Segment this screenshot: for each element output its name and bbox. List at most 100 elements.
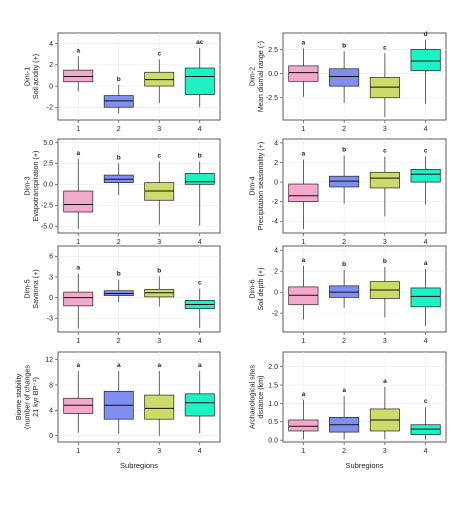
box-group-3: c — [144, 153, 175, 225]
box — [410, 424, 441, 436]
significance-letter: a — [76, 47, 80, 54]
significance-letter: b — [383, 258, 387, 265]
significance-letter: c — [157, 51, 161, 58]
x-tick-label: 3 — [157, 338, 161, 345]
x-tick-label: 3 — [157, 126, 161, 133]
x-tick-label: 2 — [117, 126, 121, 133]
box — [288, 286, 319, 306]
y-tick-label: 4 — [49, 408, 53, 415]
significance-letter: a — [302, 151, 306, 158]
x-tick-label: 3 — [157, 239, 161, 246]
panel-1: -2 0 2 4 1 2 3 4 a b c ac Dim-1 Soil acidity (+) — [23, 32, 221, 133]
box-group-3: a — [369, 378, 400, 440]
box-group-3: c — [369, 44, 400, 118]
panel-2: -2.5 0.0 2.5 1 2 3 4 a b c d Dim-2 Mean diurnal rang… — [248, 31, 447, 133]
box-group-1: a — [288, 151, 319, 230]
significance-letter: a — [76, 265, 80, 272]
significance-letter: c — [424, 398, 428, 405]
box-group-4: c — [184, 280, 215, 328]
panel-8: 0.0 0.5 1.0 1.5 2.0 1 2 3 4 a a a c Archaeological si… — [248, 351, 447, 470]
box — [410, 49, 441, 72]
x-tick-label: 2 — [117, 338, 121, 345]
significance-letter: a — [424, 260, 428, 267]
box-group-1: a — [63, 47, 94, 92]
x-tick-label: 4 — [198, 126, 202, 133]
y-tick-label: -4 — [272, 219, 278, 226]
y-tick-label: 0 — [49, 433, 53, 440]
x-tick-label: 4 — [424, 338, 428, 345]
box-group-4: ac — [184, 39, 215, 108]
significance-letter: c — [424, 148, 428, 155]
y-tick-label: -2 — [272, 311, 278, 318]
box-group-2: b — [329, 42, 360, 103]
x-tick-label: 2 — [117, 239, 121, 246]
x-tick-label: 2 — [342, 448, 346, 455]
box — [184, 393, 215, 417]
x-tick-label: 1 — [301, 126, 305, 133]
x-tick-label: 4 — [424, 239, 428, 246]
significance-letter: a — [76, 362, 80, 369]
y-axis-label: Savanna (+) — [31, 269, 40, 308]
box-group-2: b — [103, 76, 134, 114]
box-group-3: c — [144, 51, 175, 104]
x-tick-label: 1 — [301, 239, 305, 246]
y-tick-label: 2.0 — [268, 364, 278, 371]
box-group-4: c — [410, 148, 441, 205]
y-tick-label: 0.0 — [268, 438, 278, 445]
y-axis-label: Biome stability — [14, 373, 23, 420]
y-tick-label: 0 — [49, 83, 53, 90]
significance-letter: d — [424, 31, 428, 38]
panel-background — [57, 138, 221, 234]
y-tick-label: 4 — [274, 140, 278, 147]
x-tick-label: 4 — [198, 338, 202, 345]
y-axis-label: Soil depth (+) — [256, 268, 265, 311]
box — [329, 68, 360, 87]
y-tick-label: 3 — [49, 274, 53, 281]
y-axis-label: (number of changes — [23, 365, 32, 429]
x-axis-label: Subregions — [346, 461, 384, 470]
significance-letter: b — [117, 154, 121, 161]
box-group-2: b — [103, 271, 134, 303]
box — [369, 171, 400, 189]
x-tick-label: 1 — [76, 338, 80, 345]
box-group-4: b — [184, 153, 215, 226]
y-axis-label: Mean diurnal range (-) — [256, 41, 265, 112]
box — [410, 169, 441, 183]
x-tick-label: 2 — [117, 448, 121, 455]
y-tick-label: 8 — [49, 382, 53, 389]
x-tick-label: 3 — [383, 239, 387, 246]
significance-letter: c — [383, 44, 387, 51]
x-tick-label: 1 — [301, 338, 305, 345]
y-tick-label: 0 — [274, 290, 278, 297]
box-group-2: b — [329, 147, 360, 204]
box-group-2: b — [329, 261, 360, 308]
box — [184, 173, 215, 185]
box-group-3: a — [144, 362, 175, 436]
box — [288, 65, 319, 82]
significance-letter: b — [342, 42, 346, 49]
y-axis-label: distance (km) — [256, 375, 265, 418]
x-tick-label: 3 — [157, 448, 161, 455]
x-tick-label: 4 — [198, 448, 202, 455]
significance-letter: a — [302, 39, 306, 46]
significance-letter: a — [342, 387, 346, 394]
box — [288, 183, 319, 203]
significance-letter: ac — [196, 39, 204, 46]
significance-letter: a — [198, 362, 202, 369]
y-tick-label: 5.0 — [43, 140, 53, 147]
y-tick-label: -2.5 — [266, 95, 278, 102]
y-tick-label: 6 — [49, 254, 53, 261]
box — [63, 190, 94, 213]
x-tick-label: 2 — [342, 239, 346, 246]
y-tick-label: 1.5 — [268, 382, 278, 389]
y-tick-label: 2 — [274, 269, 278, 276]
significance-letter: b — [157, 267, 161, 274]
box — [410, 287, 441, 308]
y-axis-label: Dim-4 — [248, 176, 257, 195]
significance-letter: a — [76, 150, 80, 157]
box-group-1: a — [63, 362, 94, 433]
box-group-4: c — [410, 398, 441, 440]
x-tick-label: 3 — [383, 448, 387, 455]
x-tick-label: 1 — [76, 448, 80, 455]
y-tick-label: -2 — [272, 199, 278, 206]
